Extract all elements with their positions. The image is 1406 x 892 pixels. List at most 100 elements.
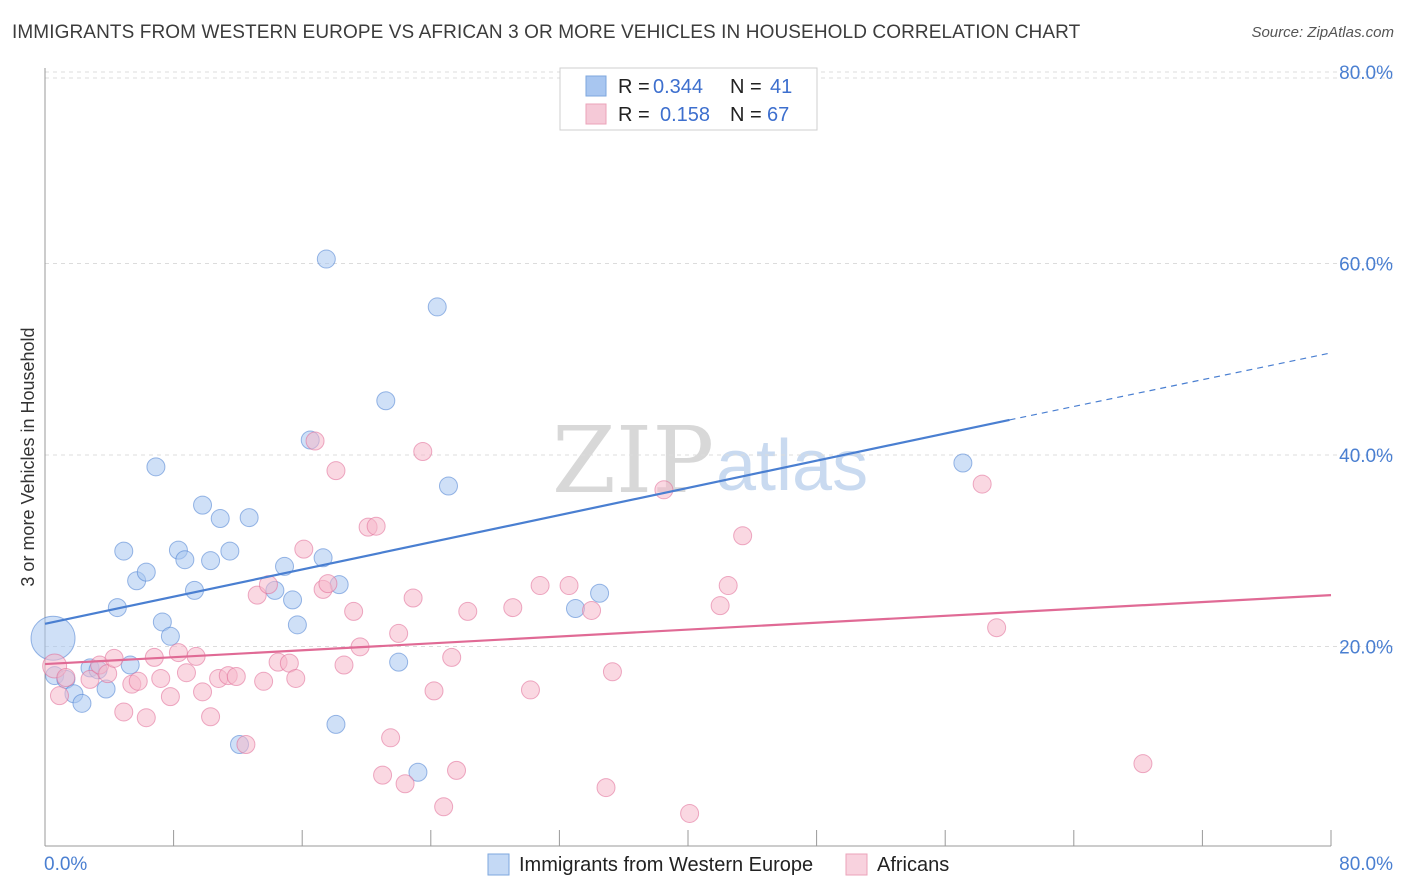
point-western-europe [438,476,458,496]
axes [44,68,1332,847]
legend-n-label-1: N = [730,76,762,98]
point-western-europe [316,249,336,269]
legend-r-label-2: R = [618,104,650,126]
point-africans [236,735,256,755]
point-western-europe [210,509,230,529]
point-africans [254,671,274,691]
point-africans [680,803,700,823]
x-tick-label-min: 0.0% [44,854,87,875]
point-western-europe [408,762,428,782]
point-africans [442,647,462,667]
y-tick-label: 80.0% [1339,63,1393,84]
point-africans [733,526,753,546]
point-africans [447,760,467,780]
point-africans [168,643,188,663]
point-africans [987,618,1007,638]
series-label-africans: Africans [877,854,949,876]
point-western-europe [201,551,221,571]
point-africans [582,600,602,620]
point-western-europe [287,615,307,635]
point-africans [972,474,992,494]
point-western-europe [114,541,134,561]
point-africans [318,574,338,594]
point-western-europe [313,548,333,568]
point-africans [710,596,730,616]
x-tick-labels: 0.0% 80.0% [44,854,1393,875]
point-africans [344,601,364,621]
series-label-western-europe: Immigrants from Western Europe [519,854,813,876]
point-western-europe [160,626,180,646]
point-africans [176,663,196,683]
point-africans [151,668,171,688]
y-tick-label: 40.0% [1339,446,1393,467]
point-africans [424,681,444,701]
point-western-europe [136,562,156,582]
point-africans [114,702,134,722]
point-africans [373,765,393,785]
point-western-europe [175,550,195,570]
y-tick-label: 60.0% [1339,255,1393,276]
point-africans [286,668,306,688]
trend-line-africans [44,594,1332,666]
watermark-zip: ZIP [552,407,714,514]
point-western-europe [376,391,396,411]
point-africans [294,539,314,559]
point-western-europe [275,556,295,576]
point-africans [136,708,156,728]
point-africans [395,774,415,794]
correlation-legend: R = 0.344 N = 41 R = 0.158 N = 67 [559,67,818,131]
trend-line-western-europe [44,418,1010,625]
y-axis-label: 3 or more Vehicles in Household [18,327,38,586]
point-africans [366,516,386,536]
point-africans [434,797,454,817]
legend-swatch-blue [585,75,607,97]
point-africans [602,662,622,682]
point-africans [520,680,540,700]
point-africans [226,667,246,687]
point-africans [403,588,423,608]
point-western-europe [283,590,303,610]
x-tick-label-max: 80.0% [1339,854,1393,875]
point-africans [1133,754,1153,774]
point-africans [559,576,579,596]
point-africans [718,576,738,596]
chart-title: IMMIGRANTS FROM WESTERN EUROPE VS AFRICA… [12,22,1081,43]
point-africans [654,480,674,500]
y-tick-labels: 20.0% 40.0% 60.0% 80.0% [1339,63,1393,659]
point-africans [381,728,401,748]
point-africans [413,442,433,462]
point-africans [334,655,354,675]
series-swatch-africans [845,853,868,876]
point-africans [201,707,221,727]
point-western-europe [152,612,172,632]
point-africans [596,778,616,798]
point-western-europe [953,453,973,473]
legend-n-value-2: 67 [767,104,789,126]
point-western-europe [565,599,585,619]
point-western-europe [220,541,240,561]
trend-lines [44,352,1332,666]
point-africans [160,687,180,707]
trend-line-western-europe-extension [1009,352,1332,421]
point-africans [49,686,69,706]
point-africans [193,682,213,702]
point-africans [80,669,100,689]
point-africans [530,576,550,596]
point-africans [128,671,148,691]
point-western-europe [239,508,259,528]
point-africans [104,648,124,668]
point-africans [305,431,325,451]
series-legend: Immigrants from Western Europe Africans [487,853,949,876]
point-western-europe [427,297,447,317]
legend-n-value-1: 41 [770,76,792,98]
point-africans [389,623,409,643]
point-western-europe [193,495,213,515]
point-western-europe [146,457,166,477]
point-africans [503,598,523,618]
point-western-europe [590,583,610,603]
gridlines [45,71,1393,647]
y-tick-label: 20.0% [1339,638,1393,659]
legend-swatch-pink [585,103,607,125]
series-swatch-western-europe [487,853,510,876]
